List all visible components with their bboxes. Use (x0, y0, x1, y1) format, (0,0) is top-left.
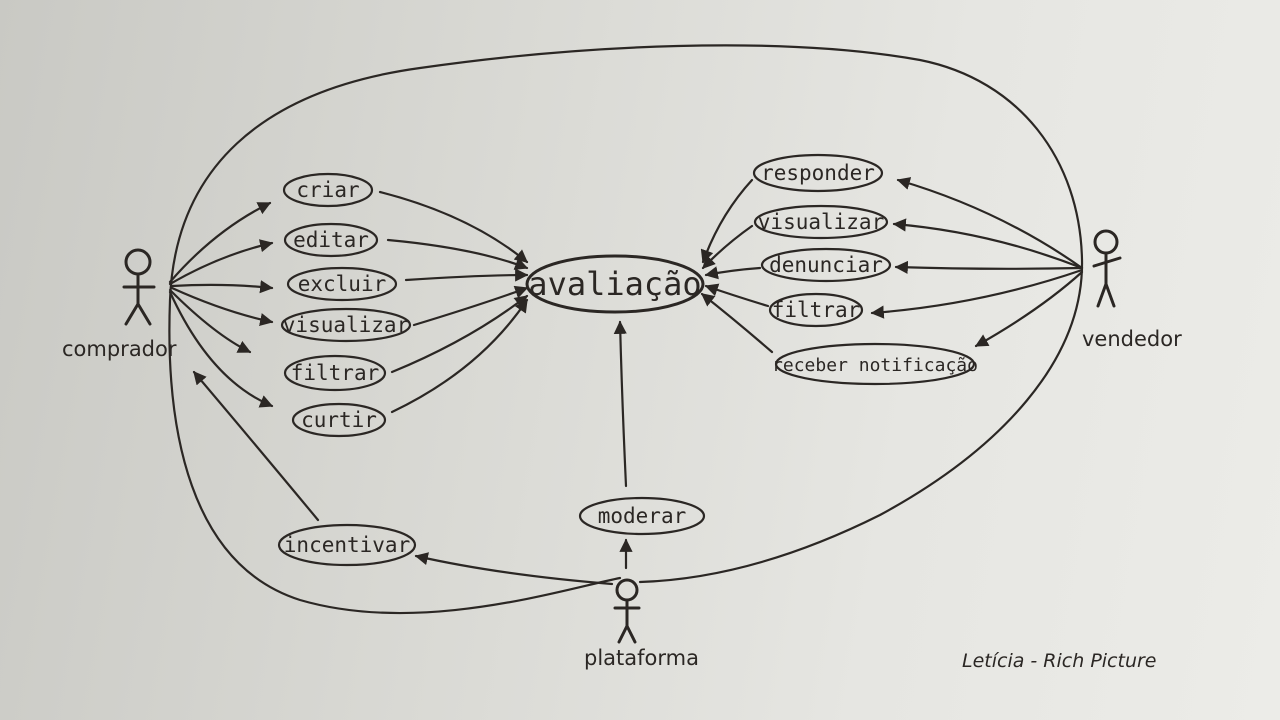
use-case-label: moderar (598, 504, 687, 528)
actor-label: plataforma (584, 646, 699, 670)
arrow-vendedor-receber (976, 272, 1082, 346)
node-filtrar-seller: filtrar (770, 294, 862, 326)
node-visualizar-buyer: visualizar (282, 309, 410, 341)
use-case-label: visualizar (758, 210, 884, 234)
arrow-vendedor-denunciar (896, 267, 1082, 269)
node-curtir: curtir (293, 404, 385, 436)
use-case-label: responder (761, 161, 875, 185)
actor-vendedor: vendedor (1082, 231, 1182, 351)
arrow-curtir-avaliacao (392, 300, 527, 412)
actor-plataforma: plataforma (584, 580, 699, 670)
arrow-excluir-avaliacao (406, 275, 527, 280)
use-case-label: incentivar (284, 533, 410, 557)
node-avaliacao: avaliação (527, 256, 703, 312)
arrow-visualizar-avaliacao (414, 288, 527, 325)
arrow-filtrar-avaliacao-seller (706, 286, 768, 306)
use-case-label: excluir (298, 272, 387, 296)
arrow-vendedor-visualizar (894, 224, 1082, 268)
node-visualizar-seller: visualizar (755, 206, 887, 238)
actor-comprador: comprador (62, 250, 177, 361)
arrow-plataforma-incentivar (416, 556, 612, 584)
use-case-label: visualizar (283, 313, 409, 337)
node-criar: criar (284, 174, 372, 206)
node-moderar: moderar (580, 498, 704, 534)
arrow-editar-avaliacao (388, 240, 527, 268)
center-label: avaliação (528, 265, 701, 303)
stick-figure-icon (124, 250, 154, 324)
arrow-receber-avaliacao (702, 294, 772, 352)
signature: Letícia - Rich Picture (962, 650, 1157, 672)
arrow-vendedor-responder (898, 180, 1082, 268)
node-excluir: excluir (288, 268, 396, 300)
arrow-comprador-curtir (170, 292, 272, 406)
arrow-comprador-excluir (172, 285, 272, 288)
arrow-vendedor-filtrar (872, 270, 1082, 313)
actor-label: vendedor (1082, 327, 1182, 351)
arrow-filtrar-avaliacao (392, 296, 527, 372)
arrow-responder-avaliacao (703, 180, 752, 262)
actor-label: comprador (62, 337, 177, 361)
node-responder: responder (754, 155, 882, 191)
use-case-label: denunciar (769, 253, 883, 277)
buyer-arrows (170, 203, 272, 406)
use-case-label: receber notificação (772, 355, 978, 376)
arrow-comprador-criar (170, 203, 270, 282)
arrow-comprador-editar (170, 243, 272, 284)
seller-arrows (872, 180, 1082, 346)
node-filtrar-buyer: filtrar (285, 356, 385, 390)
arrow-incentivar-comprador (194, 372, 318, 520)
stick-figure-icon (615, 580, 639, 642)
buyer-to-center-arrows (380, 192, 527, 412)
stick-figure-icon (1094, 231, 1120, 306)
node-incentivar: incentivar (279, 525, 415, 565)
node-denunciar: denunciar (762, 249, 890, 281)
use-case-label: editar (293, 228, 369, 252)
arrow-visualizar-avaliacao-seller (703, 226, 752, 268)
node-receber-notificacao: receber notificação (772, 344, 978, 384)
use-case-label: filtrar (772, 298, 861, 322)
use-case-label: criar (296, 178, 359, 202)
arrow-moderar-avaliacao (620, 322, 626, 486)
use-case-label: filtrar (291, 361, 380, 385)
node-editar: editar (285, 224, 377, 256)
arrow-denunciar-avaliacao (706, 268, 760, 275)
arrow-criar-avaliacao (380, 192, 527, 262)
use-case-label: curtir (301, 408, 377, 432)
arrow-comprador-filtrar (170, 290, 250, 352)
